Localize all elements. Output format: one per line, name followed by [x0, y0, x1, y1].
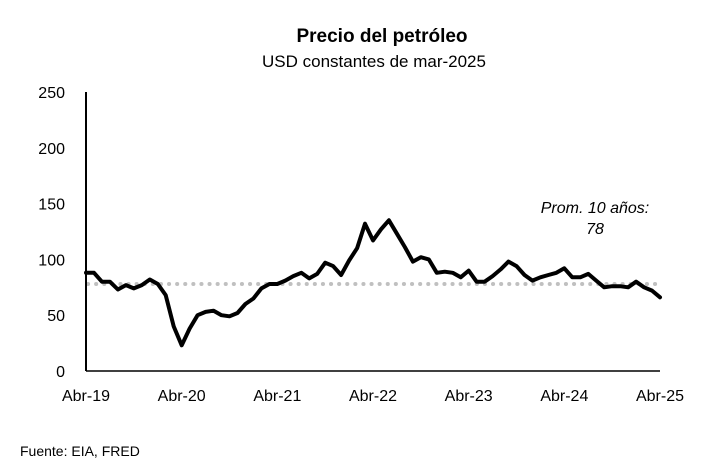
data-point: [347, 259, 351, 262]
y-tick-label: 200: [38, 141, 65, 158]
data-point: [427, 257, 431, 261]
data-point: [451, 271, 455, 275]
data-point: [602, 285, 606, 289]
data-point: [355, 246, 359, 250]
data-point: [618, 284, 622, 288]
data-point: [339, 273, 343, 277]
y-tick-label: 250: [38, 85, 65, 102]
data-point: [323, 261, 327, 265]
data-point: [610, 284, 614, 288]
data-point: [499, 267, 503, 271]
data-point: [435, 271, 439, 275]
data-point: [578, 275, 582, 279]
data-point: [243, 302, 247, 306]
data-point: [188, 327, 192, 331]
y-axis-ticks: 0 50 100 150 200 250: [38, 85, 65, 381]
data-point: [411, 260, 415, 264]
data-point: [132, 286, 136, 290]
chart-subtitle: USD constantes de mar-2025: [262, 52, 486, 71]
x-axis-ticks: Abr-19 Abr-20 Abr-21 Abr-22 Abr-23 Abr-24 Abr-…: [62, 388, 684, 405]
data-point: [530, 279, 534, 283]
data-point: [180, 343, 184, 347]
x-tick-label: Abr-21: [253, 388, 301, 405]
data-point: [84, 271, 88, 275]
y-tick-label: 0: [56, 364, 65, 381]
data-point: [108, 280, 112, 284]
data-point: [379, 227, 383, 231]
data-point: [403, 245, 407, 249]
data-point: [148, 278, 152, 281]
data-point: [307, 276, 311, 280]
y-tick-label: 100: [38, 252, 65, 269]
data-point: [570, 275, 574, 279]
series-points: [84, 218, 662, 347]
x-tick-label: Abr-23: [445, 388, 493, 405]
data-point: [475, 280, 479, 284]
data-point: [538, 275, 542, 279]
data-point: [371, 238, 375, 242]
data-point: [220, 313, 223, 317]
data-point: [299, 271, 303, 275]
data-point: [467, 269, 471, 273]
x-tick-label: Abr-24: [540, 388, 588, 405]
data-point: [291, 274, 295, 278]
data-point: [387, 218, 391, 222]
y-tick-label: 50: [47, 308, 65, 325]
data-point: [124, 283, 128, 287]
x-tick-label: Abr-25: [636, 388, 684, 405]
data-point: [642, 285, 646, 289]
average-annotation-label: Prom. 10 años:: [541, 200, 650, 217]
data-point: [100, 280, 104, 284]
data-point: [140, 283, 144, 287]
data-point: [363, 222, 367, 226]
data-point: [586, 272, 590, 276]
data-point: [562, 266, 566, 270]
data-point: [92, 271, 96, 275]
data-point: [116, 288, 120, 291]
data-point: [267, 282, 271, 286]
data-point: [212, 309, 216, 313]
data-point: [515, 264, 518, 268]
data-point: [156, 282, 160, 286]
data-point: [251, 297, 255, 300]
data-point: [259, 286, 263, 290]
x-tick-label: Abr-19: [62, 388, 110, 405]
data-point: [650, 289, 654, 293]
data-point: [315, 272, 319, 276]
x-tick-label: Abr-20: [158, 388, 206, 405]
source-note: Fuente: EIA, FRED: [20, 443, 140, 459]
y-tick-label: 150: [38, 197, 65, 214]
data-point: [507, 260, 510, 264]
data-point: [196, 313, 200, 317]
data-point: [483, 280, 487, 284]
data-point: [658, 295, 662, 299]
data-point: [331, 264, 335, 268]
data-point: [554, 271, 558, 275]
data-point: [395, 232, 399, 236]
data-point: [546, 273, 550, 277]
x-tick-label: Abr-22: [349, 388, 397, 405]
data-point: [275, 282, 279, 286]
data-point: [634, 280, 638, 284]
data-point: [594, 279, 598, 283]
data-point: [419, 255, 423, 259]
data-point: [283, 279, 287, 283]
data-point: [172, 324, 176, 328]
data-point: [204, 310, 208, 314]
chart-title: Precio del petróleo: [296, 26, 467, 47]
data-point: [228, 314, 231, 318]
data-point: [491, 274, 495, 278]
data-point: [523, 273, 526, 277]
data-point: [443, 270, 447, 274]
average-annotation-value: 78: [586, 221, 604, 238]
data-point: [459, 275, 463, 279]
data-point: [236, 311, 239, 315]
data-point: [626, 285, 630, 289]
data-point: [164, 293, 168, 297]
